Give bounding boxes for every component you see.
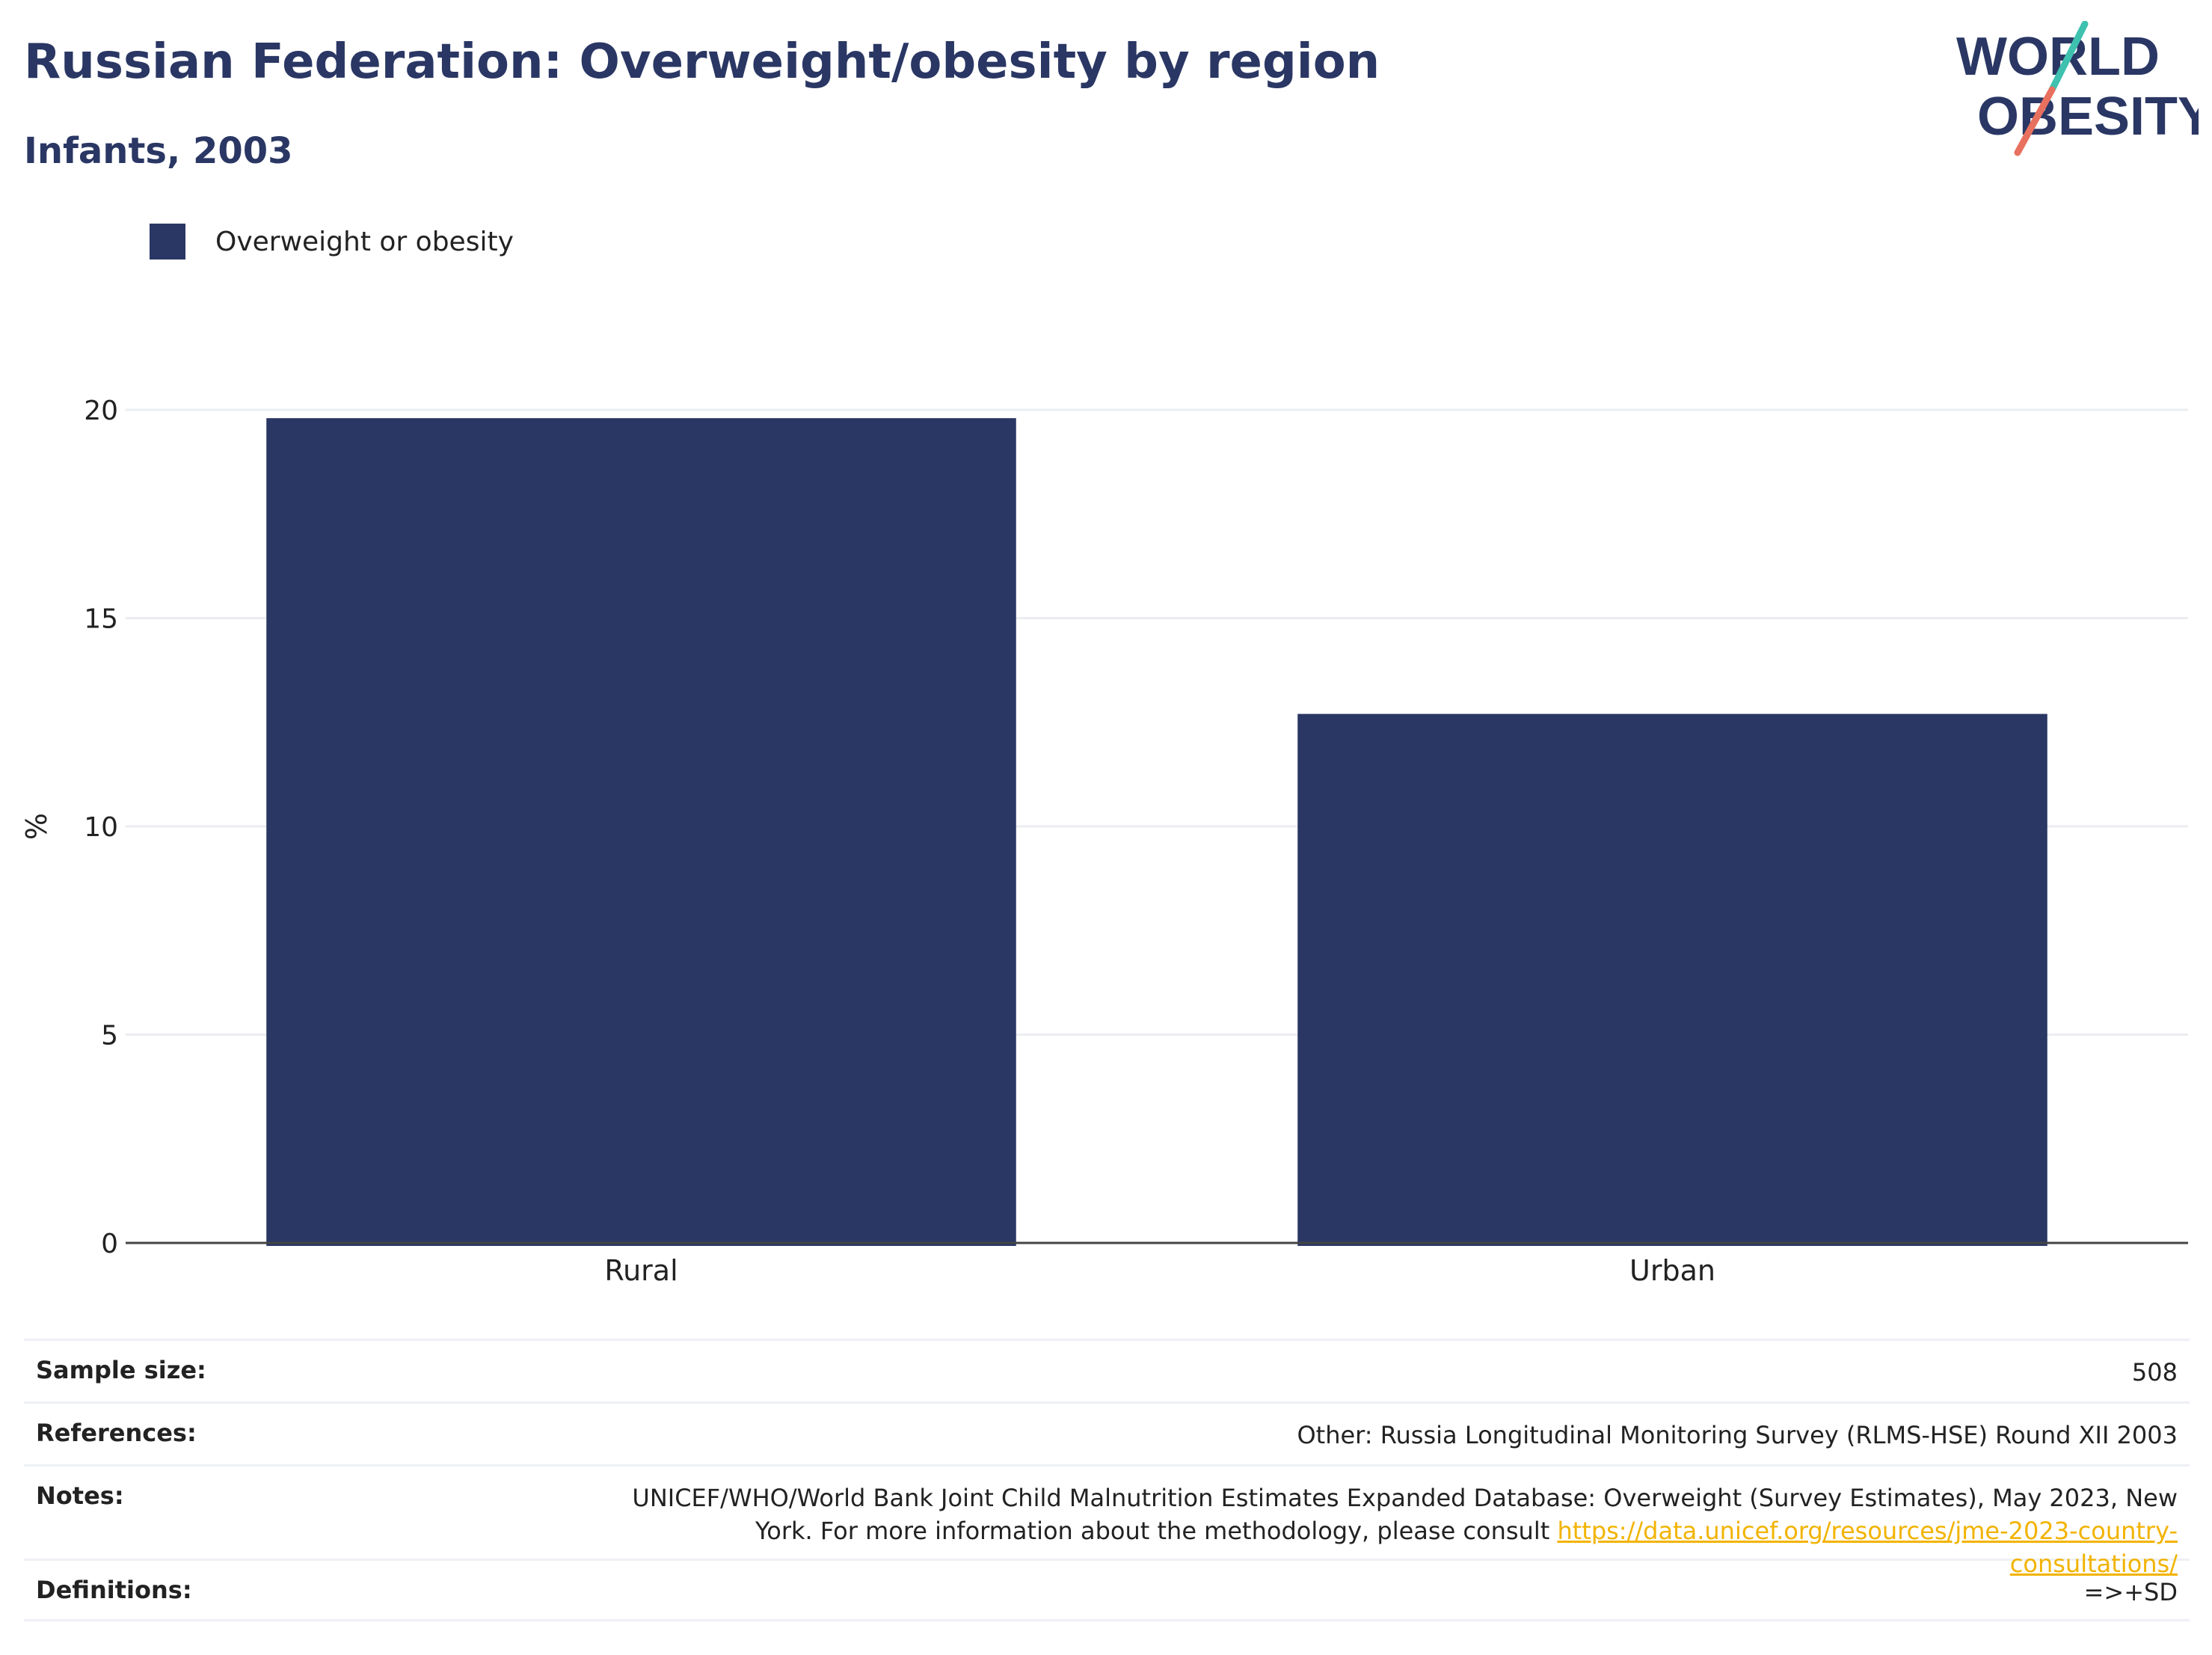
chart-legend: Overweight or obesity (150, 223, 514, 260)
sample-size-label: Sample size: (36, 1356, 206, 1384)
bar-urban (1297, 713, 2047, 1246)
definitions-label: Definitions: (36, 1576, 192, 1604)
notes-link[interactable]: https://data.unicef.org/resources/jme-20… (1557, 1517, 2178, 1578)
notes-value: UNICEF/WHO/World Bank Joint Child Malnut… (622, 1481, 2178, 1580)
references-value: Other: Russia Longitudinal Monitoring Su… (1297, 1421, 2178, 1449)
y-axis-title: % (20, 813, 53, 840)
info-row-definitions: Definitions: =>+SD (24, 1559, 2190, 1621)
chart-info-table: Sample size: 508 References: Other: Russ… (24, 1339, 2190, 1621)
world-obesity-logo: WORLD OBESITY (1956, 21, 2199, 156)
legend-label: Overweight or obesity (215, 226, 514, 257)
logo-text-obesity: OBESITY (1977, 87, 2199, 147)
legend-swatch (150, 224, 185, 260)
x-tick-label: Rural (604, 1254, 678, 1287)
page-subtitle: Infants, 2003 (24, 130, 293, 172)
bar-chart: 0 5 10 15 20% Rural Urban (20, 396, 2188, 1287)
definitions-value: =>+SD (2083, 1578, 2178, 1606)
y-tick-label: 20 (84, 396, 118, 426)
y-tick-label: 10 (84, 812, 118, 843)
sample-size-value: 508 (2131, 1358, 2178, 1387)
y-tick-label: 0 (101, 1229, 118, 1259)
page-title: Russian Federation: Overweight/obesity b… (24, 34, 1380, 90)
info-row-notes: Notes: UNICEF/WHO/World Bank Joint Child… (24, 1464, 2190, 1578)
info-row-references: References: Other: Russia Longitudinal M… (24, 1401, 2190, 1464)
y-tick-label: 5 (101, 1021, 118, 1051)
notes-label: Notes: (36, 1481, 124, 1510)
notes-text: UNICEF/WHO/World Bank Joint Child Malnut… (632, 1484, 2178, 1545)
bar-rural (266, 418, 1016, 1246)
references-label: References: (36, 1419, 197, 1447)
x-tick-label: Urban (1629, 1254, 1715, 1287)
y-tick-label: 15 (84, 604, 118, 635)
logo-slash-bottom (2014, 86, 2056, 156)
logo-slash-top (2048, 21, 2089, 93)
info-row-sample-size: Sample size: 508 (24, 1339, 2190, 1401)
